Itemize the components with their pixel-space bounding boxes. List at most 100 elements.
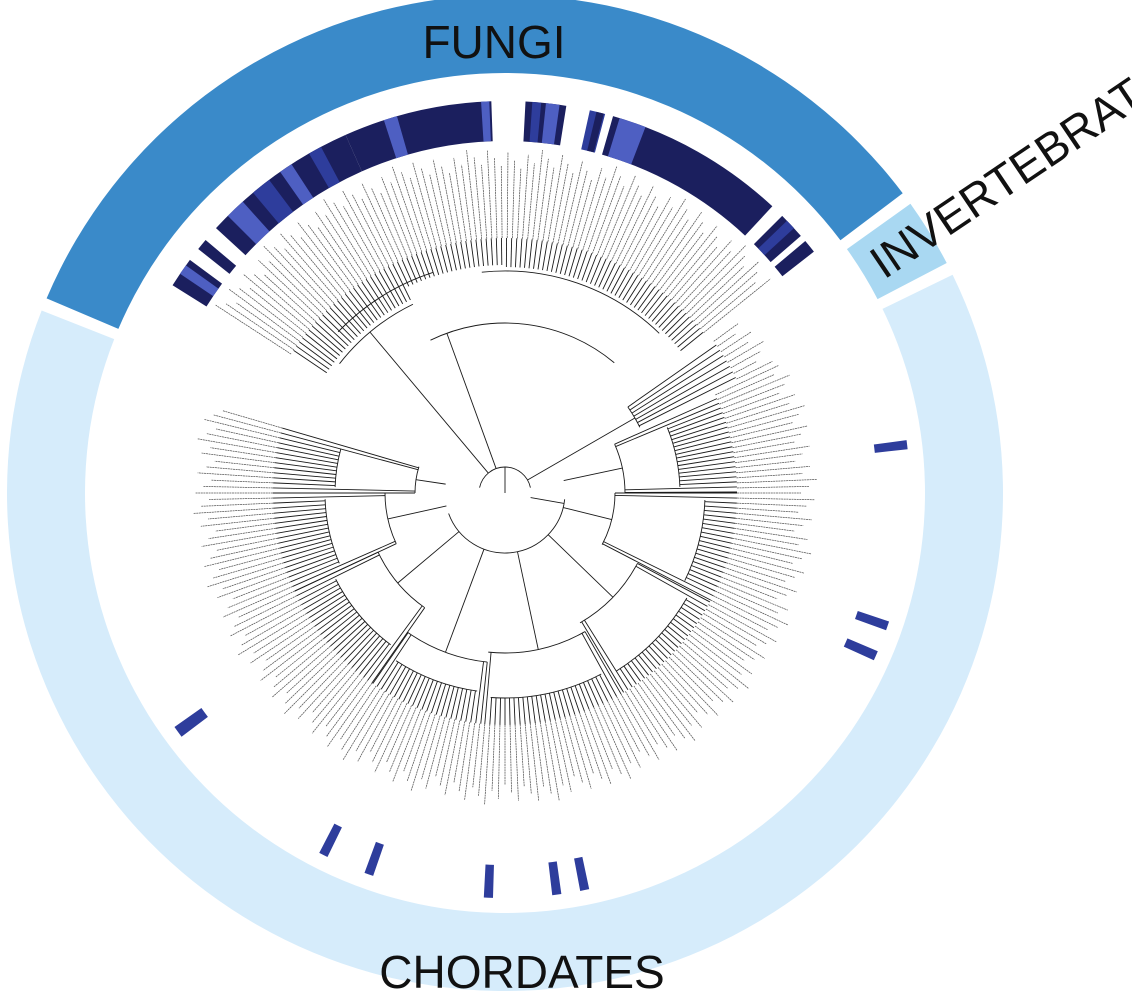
leaf-label-141 bbox=[719, 581, 788, 611]
leaf-label-84 bbox=[667, 236, 718, 297]
fungi-branch bbox=[598, 260, 612, 288]
leaf-label-145 bbox=[710, 599, 768, 631]
chord-branch bbox=[274, 467, 337, 475]
leaf-label-42 bbox=[453, 157, 467, 241]
leaf-label-22 bbox=[323, 199, 372, 277]
chord-branch bbox=[584, 619, 629, 690]
chord-subclade-arc-4 bbox=[395, 660, 478, 692]
chord-branch bbox=[689, 569, 720, 583]
chord-branch bbox=[337, 624, 369, 654]
leaf-label-56 bbox=[537, 158, 549, 241]
fungi-branch bbox=[480, 239, 484, 267]
leaf-label-221 bbox=[341, 688, 381, 750]
chord-branch bbox=[635, 565, 708, 607]
chord-branch bbox=[691, 565, 722, 578]
leaf-label-39 bbox=[432, 159, 452, 244]
leaf-label-81 bbox=[655, 222, 703, 288]
leaf-label-216 bbox=[371, 700, 403, 763]
chord-branch bbox=[637, 563, 711, 603]
chord-branch bbox=[290, 561, 339, 583]
chord-clade-stem-0 bbox=[563, 467, 623, 481]
leaf-label-18 bbox=[307, 224, 355, 288]
chord-subclade-arc-1 bbox=[684, 499, 706, 581]
chord-branch bbox=[673, 431, 729, 448]
chord-branch bbox=[416, 677, 430, 708]
fungi-branch bbox=[397, 261, 410, 287]
leaf-label-64 bbox=[577, 168, 603, 249]
leaf-label-158 bbox=[672, 653, 724, 703]
leaf-label-93 bbox=[699, 282, 756, 330]
fungi-branch bbox=[353, 287, 378, 321]
fungi-branch bbox=[475, 239, 480, 267]
leaf-label-11 bbox=[263, 246, 328, 311]
ring-segment-chordates bbox=[6, 274, 1003, 991]
fungi-branch bbox=[510, 238, 513, 268]
leaf-label-224 bbox=[326, 679, 369, 737]
chord-branch bbox=[581, 633, 617, 697]
leaf-label-253 bbox=[207, 562, 284, 588]
heat-mark-fungi-19 bbox=[758, 220, 795, 256]
leaf-label-156 bbox=[679, 645, 728, 689]
leaf-label-45 bbox=[473, 157, 483, 240]
leaf-label-100 bbox=[730, 351, 761, 369]
leaf-label-82 bbox=[659, 232, 704, 291]
leaf-label-148 bbox=[703, 613, 757, 646]
leaf-label-127 bbox=[736, 512, 812, 521]
chord-branch bbox=[553, 692, 561, 719]
leaf-label-25 bbox=[342, 190, 385, 269]
chord-branch bbox=[570, 686, 581, 713]
chord-branch bbox=[704, 505, 737, 509]
leaf-label-77 bbox=[638, 198, 686, 276]
leaf-label-171 bbox=[620, 693, 660, 760]
chord-clade-stem-3 bbox=[517, 551, 539, 650]
fungi-branch bbox=[318, 318, 349, 347]
leaf-label-68 bbox=[596, 186, 625, 256]
leaf-label-152 bbox=[691, 629, 752, 675]
chord-branch bbox=[344, 629, 374, 661]
chord-branch bbox=[489, 697, 493, 725]
leaf-label-96 bbox=[717, 333, 736, 347]
chord-branch bbox=[274, 462, 337, 472]
leaf-label-256 bbox=[203, 547, 280, 568]
chord-branch bbox=[679, 476, 737, 482]
leaf-label-31 bbox=[381, 177, 413, 256]
leaf-label-6 bbox=[243, 273, 310, 330]
leaf-label-134 bbox=[730, 547, 793, 564]
heat-mark-fungi-2 bbox=[198, 239, 237, 274]
fungi-branch bbox=[589, 256, 602, 284]
leaf-label-220 bbox=[342, 691, 385, 760]
leaf-label-185 bbox=[554, 719, 572, 792]
fungi-branch bbox=[641, 289, 660, 314]
leaf-label-248 bbox=[222, 586, 293, 618]
leaf-label-187 bbox=[544, 721, 560, 801]
leaf-label-225 bbox=[325, 676, 365, 727]
chord-branch bbox=[426, 681, 438, 712]
leaf-label-20 bbox=[315, 211, 363, 282]
chord-branch bbox=[687, 573, 718, 587]
leaf-label-98 bbox=[724, 341, 749, 358]
leaf-label-193 bbox=[514, 724, 519, 801]
leaf-label-153 bbox=[688, 633, 742, 675]
chord-clade-arc-0 bbox=[614, 444, 626, 494]
fungi-stem-a bbox=[369, 331, 489, 474]
tree-branches bbox=[273, 238, 737, 725]
fungi-branch bbox=[387, 266, 407, 303]
leaf-label-102 bbox=[736, 361, 773, 380]
fungi-arc-4 bbox=[337, 271, 434, 333]
leaf-label-160 bbox=[665, 660, 719, 716]
chord-branch bbox=[292, 540, 396, 587]
leaf-label-135 bbox=[728, 552, 805, 574]
leaf-label-201 bbox=[464, 722, 476, 801]
chord-clade-stem-7 bbox=[415, 479, 446, 485]
chord-branch bbox=[678, 610, 698, 624]
fungi-branch bbox=[568, 248, 578, 277]
leaf-label-52 bbox=[517, 168, 522, 239]
leaf-label-202 bbox=[458, 722, 471, 792]
chord-subclade-arc-6 bbox=[324, 499, 340, 564]
fungi-branch bbox=[572, 249, 583, 278]
chord-branch bbox=[363, 643, 390, 678]
leaf-label-219 bbox=[355, 693, 390, 752]
chord-branch bbox=[645, 648, 661, 666]
chord-branch bbox=[309, 594, 345, 619]
chord-branch bbox=[273, 500, 326, 504]
